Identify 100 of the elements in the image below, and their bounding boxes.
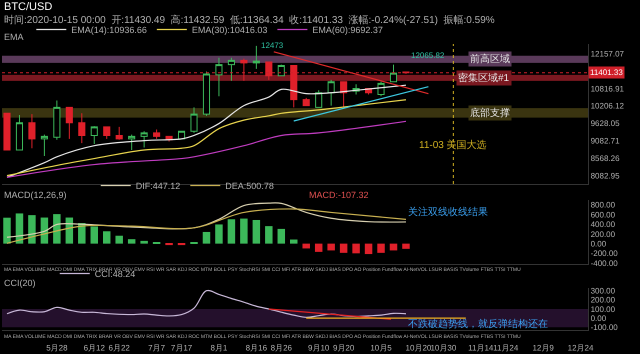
line-series [6,208,407,244]
y-tick-label: 8568.26 [590,154,620,163]
x-tick-label: 11月24 [493,344,519,353]
text: EMA [4,32,24,42]
bar [240,218,248,244]
x-tick-label: 10月20 [406,344,432,353]
bar [314,244,322,252]
candlestick [290,64,298,108]
y-tick-label: 200.00 [590,296,616,305]
candlestick [53,100,60,140]
line-series [6,202,407,238]
bar [16,213,24,244]
candlestick [202,70,210,116]
x-tick-label: 12月9 [532,344,554,353]
bar [102,231,110,244]
bar [402,244,410,249]
y-tick-label: 100.00 [590,304,616,314]
line-series [6,290,407,318]
candlestick [153,129,160,140]
ref-line-label: 11401.33 [590,68,624,77]
candlestick [128,134,136,150]
bar [140,240,148,244]
y-tick-label: 300.00 [590,286,616,296]
band-label: 密集区域#1 [458,72,510,84]
annotation: 12473 [261,41,284,50]
x-tick-label: 8月1 [210,344,228,353]
y-tick-label: 9082.71 [590,136,620,146]
line-series [6,120,407,178]
x-tick-label: 7月17 [170,344,193,353]
bar [390,244,398,250]
candlestick [252,45,260,70]
bar [3,218,11,244]
y-tick-label: 0.00 [590,239,607,248]
x-tick-label: 11月14 [468,344,494,353]
candlestick [40,134,48,156]
ref-line-label: 11-03 美国大选 [419,139,487,151]
bar [115,236,123,244]
bar [215,224,223,244]
bar [302,244,310,248]
candlestick [140,130,148,148]
x-tick-label: 5月28 [46,344,68,353]
bar [340,244,348,253]
line-series [6,99,407,176]
bar [202,232,210,244]
annotation: 关注双线收线结果 [408,206,488,218]
x-tick-label: 12月24 [568,344,594,353]
candlestick [28,114,36,149]
candlestick [190,106,198,134]
bar [265,226,273,244]
candlestick [103,126,110,140]
candlestick [302,97,310,106]
y-tick-label: -400.00 [590,258,618,268]
y-tick-label: 10816.91 [590,84,625,94]
band-label: 前高区域 [470,53,510,65]
x-tick-label: 10月5 [370,344,392,353]
y-tick-label: -100.00 [590,323,618,332]
bar [327,244,335,250]
x-tick-label: 10月30 [430,344,457,353]
bar [53,214,61,244]
bar [364,244,372,254]
candlestick [215,57,222,97]
y-tick-label: 9628.05 [590,119,620,128]
annotation: MACD(12,26,9) [4,190,67,200]
candlestick [328,79,335,106]
bar [377,244,385,253]
x-tick-label: 6月12 [84,344,106,353]
legend-label: DEA:500.78 [225,181,274,192]
y-tick-label: 8082.95 [590,171,620,180]
y-tick-label: 800.00 [590,200,616,210]
candlestick [390,64,398,82]
candlestick [16,114,24,150]
x-tick-label: 7月7 [148,344,166,353]
annotation: MACD:-107.32 [309,190,369,200]
candlestick [240,58,248,82]
bar [278,228,286,244]
bar [128,239,136,244]
y-tick-label: 12157.07 [590,49,625,58]
y-tick-label: 0.00 [590,314,607,323]
y-tick-label: 10206.12 [590,102,625,111]
x-tick-label: 9月20 [332,344,355,353]
x-tick-label: 9月10 [308,344,330,353]
y-tick-label: 200.00 [590,230,616,239]
x-tick-label: 8月26 [270,344,293,353]
annotation: 不跌破趋势线，就反弹结构还在 [408,318,548,330]
annotation: CCI(20) [4,278,36,288]
candlestick [340,81,348,108]
bar [290,240,298,244]
annotation: 12065.82 [411,51,445,60]
candlestick [90,126,98,145]
chart-title: BTC/USD [4,1,52,13]
candlestick [315,90,322,108]
candlestick [278,64,285,76]
y-tick-label: 400.00 [590,220,616,230]
bar [28,215,36,244]
bar [90,226,98,244]
legend-label: DIF:447.12 [136,181,180,192]
legend-label: EMA(30):10416.03 [192,25,268,36]
candlestick [3,112,11,151]
line-series [6,84,407,178]
bar [252,220,260,244]
